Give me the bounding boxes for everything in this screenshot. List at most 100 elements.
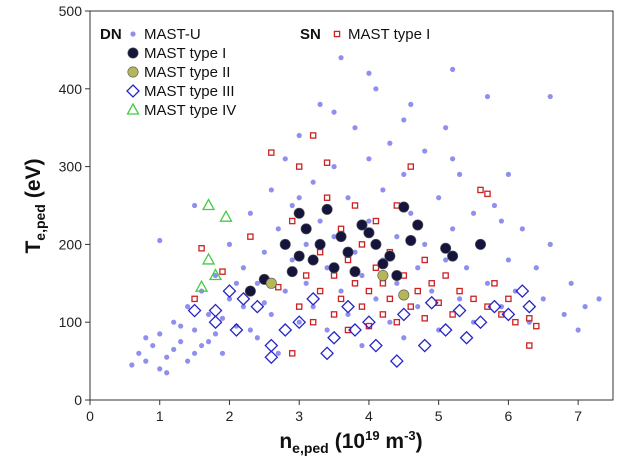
y-label-part: e,ped (32, 204, 48, 241)
point (178, 339, 184, 345)
point (278, 323, 293, 337)
point (338, 288, 344, 294)
legend-marker (130, 31, 136, 37)
point (316, 248, 324, 256)
point (143, 358, 149, 364)
point (421, 315, 428, 322)
point (178, 323, 184, 329)
point (351, 280, 359, 287)
point (370, 238, 382, 250)
points (129, 55, 602, 376)
point (307, 254, 319, 266)
point (288, 217, 296, 225)
point (282, 156, 288, 162)
point (358, 303, 366, 310)
point (512, 318, 519, 326)
point (387, 319, 393, 325)
point (394, 234, 400, 240)
point (415, 304, 421, 310)
point (366, 156, 372, 162)
point (424, 295, 439, 310)
point (352, 249, 358, 255)
point (201, 252, 216, 265)
legend-label: MAST type II (144, 64, 230, 81)
point (470, 319, 477, 325)
point (450, 66, 456, 72)
point (303, 241, 309, 247)
point (377, 258, 389, 270)
point (477, 186, 484, 194)
point (219, 268, 226, 275)
point (247, 210, 253, 216)
point (157, 331, 163, 337)
point (296, 319, 302, 325)
legend-label: MAST type IV (144, 102, 236, 119)
point (222, 284, 237, 298)
y-label-part: T (22, 241, 45, 254)
point (275, 226, 281, 232)
point (194, 279, 209, 292)
series (265, 270, 410, 301)
point (522, 299, 537, 314)
point (379, 311, 387, 318)
point (352, 125, 358, 131)
point (150, 342, 156, 349)
legend-marker (126, 84, 140, 98)
point (187, 303, 202, 318)
point (219, 350, 226, 356)
point (484, 190, 491, 198)
legend-bg (328, 25, 338, 43)
point (498, 311, 505, 318)
point (309, 132, 317, 139)
legend-label: MAST type III (144, 83, 235, 100)
point (351, 202, 359, 209)
point (373, 296, 379, 302)
series (194, 198, 233, 292)
point (317, 101, 323, 107)
point (366, 218, 372, 224)
point (192, 202, 198, 209)
point (401, 117, 407, 123)
point (324, 265, 330, 271)
point (368, 338, 383, 353)
point (164, 354, 170, 360)
legend-label: MAST type I (348, 26, 430, 43)
point (296, 195, 302, 201)
x-tick-label: 5 (435, 408, 443, 424)
point (452, 303, 467, 318)
point (407, 163, 415, 170)
point (205, 339, 212, 345)
point (561, 311, 567, 318)
point (540, 296, 546, 302)
point (289, 202, 295, 209)
point (365, 287, 373, 295)
point (575, 327, 581, 333)
y-tick-label: 500 (59, 3, 83, 19)
point (473, 315, 488, 330)
y-tick-label: 400 (59, 81, 83, 97)
legend-group-title: DN (100, 26, 122, 43)
x-tick-label: 2 (226, 408, 234, 424)
point (191, 295, 198, 303)
point (296, 132, 302, 139)
point (501, 307, 516, 322)
point (373, 86, 379, 92)
point (387, 140, 393, 146)
x-label-part: 19 (365, 428, 379, 443)
point (337, 225, 345, 233)
point (254, 335, 260, 341)
point (342, 246, 354, 258)
point (487, 299, 502, 314)
point (323, 159, 331, 166)
point (328, 262, 340, 274)
point (143, 335, 149, 341)
x-axis-label: ne,ped (1019 m-3) (279, 428, 422, 456)
point (208, 268, 223, 281)
point (338, 55, 344, 61)
y-label-part: (eV) (22, 158, 45, 198)
legend-marker (126, 102, 140, 115)
point (310, 179, 316, 185)
point (398, 201, 410, 213)
point (236, 291, 251, 306)
point (429, 288, 435, 294)
